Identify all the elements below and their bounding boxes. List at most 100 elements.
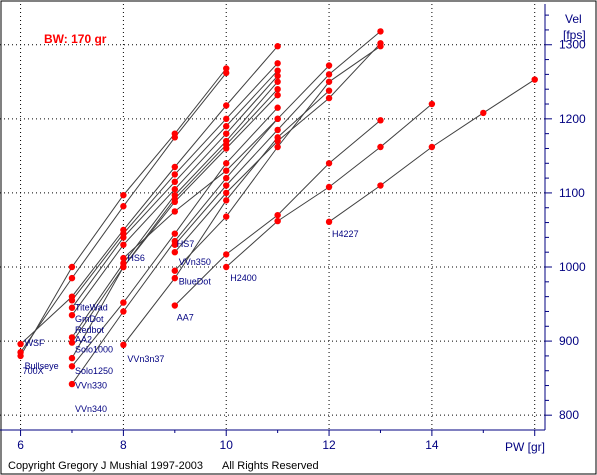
data-point xyxy=(68,339,76,346)
y-tick-label: 800 xyxy=(559,408,579,422)
data-point xyxy=(68,274,76,282)
data-point xyxy=(274,217,281,225)
data-point xyxy=(223,251,230,258)
data-point xyxy=(68,363,76,370)
data-point xyxy=(68,297,76,304)
series-label: GmDot xyxy=(75,314,104,324)
data-point xyxy=(325,62,333,69)
data-point xyxy=(171,274,179,282)
data-point xyxy=(377,43,384,50)
series-label: H4227 xyxy=(332,229,359,239)
series-label: TiteWad xyxy=(75,302,108,312)
data-point xyxy=(223,167,230,174)
series-label: HS7 xyxy=(177,239,195,249)
data-point xyxy=(325,218,333,226)
data-point xyxy=(171,241,179,248)
data-point xyxy=(68,263,76,271)
data-point xyxy=(17,340,24,348)
data-point xyxy=(120,263,127,271)
data-point xyxy=(274,143,281,151)
series-label: AA2 xyxy=(75,334,92,344)
series-labels: Bullseye700XWSFTiteWadGmDotRedbotAA2Solo… xyxy=(23,229,359,414)
data-point xyxy=(223,123,230,130)
data-point xyxy=(274,115,281,123)
data-point xyxy=(325,87,333,94)
data-point xyxy=(223,65,230,72)
data-point xyxy=(223,174,230,182)
series-label: HS6 xyxy=(127,253,145,263)
bullet-weight-annotation: BW: 170 gr xyxy=(44,32,107,46)
data-point xyxy=(120,254,127,262)
data-point xyxy=(377,117,384,124)
data-point xyxy=(325,94,333,102)
data-point xyxy=(120,241,127,248)
x-tick-label: 6 xyxy=(17,438,24,452)
series-label: WSF xyxy=(25,338,45,348)
data-point xyxy=(480,109,487,117)
data-point xyxy=(171,134,179,141)
data-point xyxy=(68,354,76,362)
y-tick-label: 1300 xyxy=(559,38,586,52)
x-tick-label: 12 xyxy=(322,438,336,452)
y-tick-label: 1100 xyxy=(559,186,585,200)
series-label: Solo1250 xyxy=(75,366,113,376)
rights-text: All Rights Reserved xyxy=(222,460,319,472)
y-axis-title-line1: Vel xyxy=(565,12,582,26)
data-point xyxy=(171,267,179,274)
y-tick-label: 1200 xyxy=(559,112,586,126)
data-point xyxy=(120,299,127,306)
data-point xyxy=(171,198,179,206)
data-point xyxy=(223,115,230,123)
y-axis-title-line2: [fps] xyxy=(563,28,586,42)
data-point xyxy=(377,28,384,35)
data-point xyxy=(274,86,281,93)
x-tick-label: 8 xyxy=(120,438,127,452)
data-point xyxy=(428,100,436,108)
data-point xyxy=(325,183,333,191)
data-point xyxy=(325,71,333,78)
data-point xyxy=(223,130,230,137)
series-label: Solo1000 xyxy=(75,345,113,355)
data-point xyxy=(274,137,281,145)
data-point xyxy=(274,67,281,74)
data-point xyxy=(274,43,281,50)
data-points xyxy=(17,28,538,388)
data-point xyxy=(171,178,179,186)
data-point xyxy=(325,78,333,85)
data-point xyxy=(223,263,230,271)
series-label: VVn3n37 xyxy=(127,354,164,364)
data-point xyxy=(274,211,281,219)
y-tick-label: 900 xyxy=(559,334,579,348)
data-point xyxy=(377,143,384,151)
copyright-text: Copyright Gregory J Mushial 1997-2003 xyxy=(8,460,203,472)
series-label: H2400 xyxy=(230,273,257,283)
data-point xyxy=(17,349,24,356)
data-point xyxy=(274,126,281,134)
series-label: Redbot xyxy=(75,325,105,335)
data-point xyxy=(171,248,179,256)
series-label: Bullseye xyxy=(25,361,59,371)
data-point xyxy=(68,380,76,388)
data-point xyxy=(223,160,230,167)
axis-ticks: 6 8 10 12 14 800 900 1000 1100 1200 1300 xyxy=(17,14,586,452)
series-label: VVn330 xyxy=(75,380,107,390)
data-point xyxy=(120,191,127,199)
data-point xyxy=(274,104,281,111)
data-point xyxy=(274,72,281,80)
data-point xyxy=(120,341,127,348)
data-point xyxy=(171,208,179,215)
data-point xyxy=(171,230,179,237)
x-axis-title: PW [gr] xyxy=(505,440,545,454)
data-point xyxy=(223,189,230,197)
data-point xyxy=(68,304,76,311)
data-point xyxy=(171,302,179,309)
data-point xyxy=(223,69,230,77)
data-point xyxy=(274,60,281,67)
series-label: AA7 xyxy=(177,313,194,323)
series-label: VVn340 xyxy=(75,404,107,414)
series-label: 700X xyxy=(23,366,44,376)
